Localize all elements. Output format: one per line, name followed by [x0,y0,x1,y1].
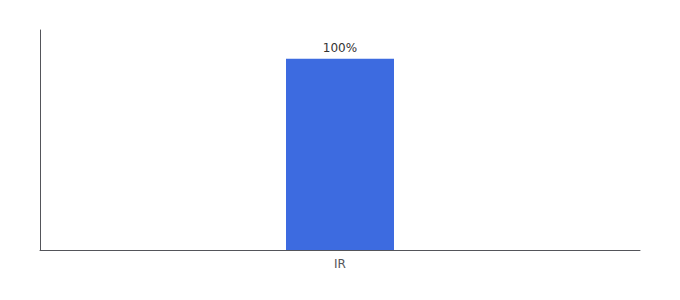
svg-text:IR: IR [334,257,346,271]
svg-text:100%: 100% [323,41,357,55]
